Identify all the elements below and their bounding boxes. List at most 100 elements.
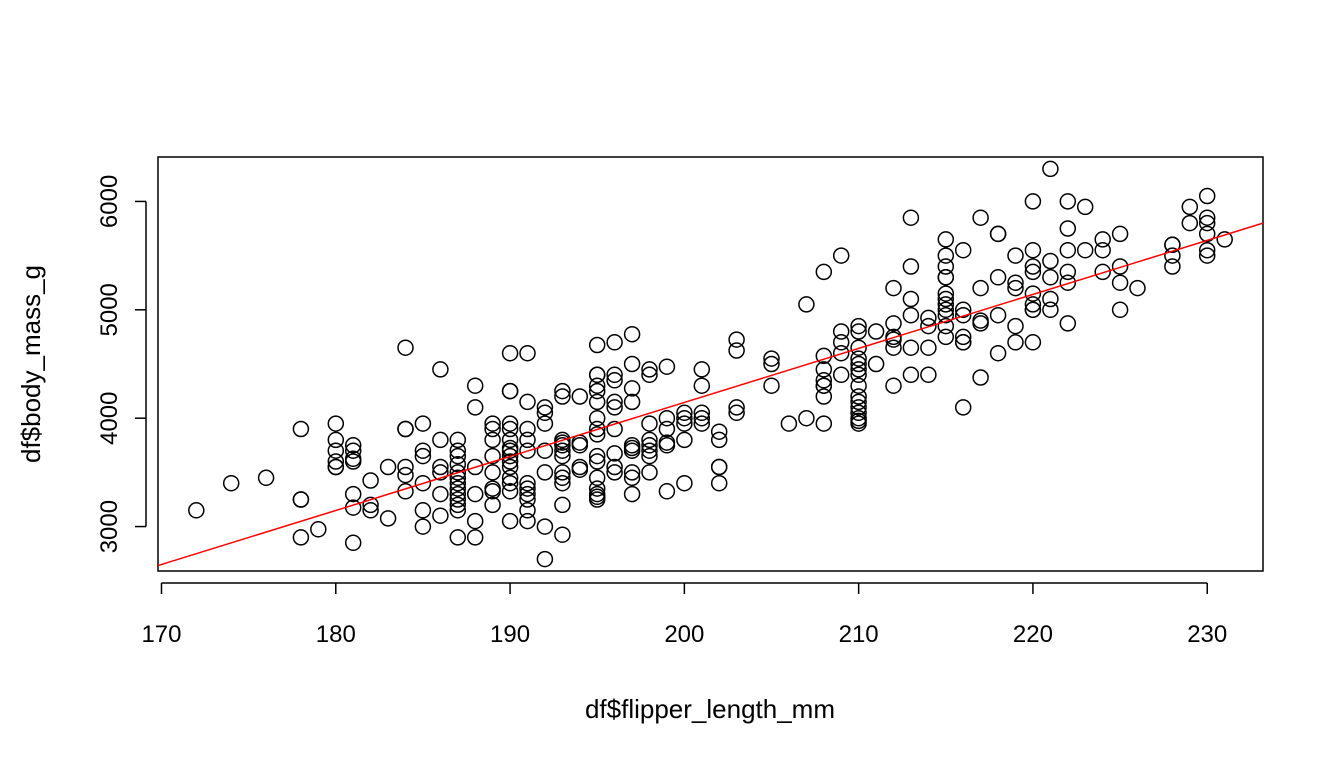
data-point [1042,252,1059,270]
data-point [588,426,606,443]
data-point [554,388,571,405]
data-point [641,431,658,449]
data-point [449,431,467,449]
data-point [1007,317,1024,335]
data-point [676,474,693,492]
data-point [641,464,658,481]
data-point [623,380,641,397]
data-point [676,409,693,427]
data-point [1042,301,1059,319]
data-point [536,415,554,432]
data-point [222,474,240,492]
data-point [693,404,711,422]
data-point [554,442,571,459]
data-point [606,334,623,351]
data-point [397,420,414,438]
y-tick-label: 5000 [96,283,123,336]
data-point [397,458,414,476]
data-point [623,393,641,411]
data-point [641,366,658,384]
data-point [815,347,833,365]
data-point [641,442,658,459]
data-point [850,366,867,384]
data-point [1059,220,1077,237]
data-point [937,247,955,264]
data-point [1007,274,1024,291]
data-point [397,466,414,484]
data-point [606,372,623,389]
data-point [937,269,955,286]
data-point [588,409,606,427]
data-point [1198,209,1216,226]
data-point [588,420,606,438]
data-point [710,474,728,492]
data-point [466,377,484,394]
data-point [1007,247,1024,264]
data-point [1198,241,1216,259]
data-point [920,339,937,356]
data-point [676,415,693,432]
data-point [728,342,745,359]
data-point [588,366,606,384]
data-point [798,296,815,313]
data-point [554,496,571,514]
data-point [606,366,623,384]
data-point [1094,231,1111,248]
data-point [501,431,519,449]
plot-border [157,156,1264,572]
data-point [449,464,467,481]
data-point [850,355,867,373]
data-point [588,382,606,400]
data-point [676,404,693,422]
data-point [449,442,467,459]
data-point [815,361,833,378]
data-point [501,382,519,400]
data-point [676,431,693,449]
data-point [1181,198,1199,216]
data-point [519,431,536,449]
data-point [641,361,658,378]
data-point [1007,279,1024,297]
data-point [780,415,798,432]
data-point [554,474,571,492]
data-point [449,469,467,487]
data-point [588,447,606,465]
data-point [954,241,972,259]
data-point [658,420,676,438]
data-point [1024,258,1042,275]
data-point [1024,193,1042,210]
data-point [1164,258,1181,275]
data-point [850,415,867,432]
data-point [466,485,484,503]
data-point [1111,258,1129,275]
data-point [867,323,885,340]
data-point [1129,279,1146,297]
data-point [1164,236,1181,254]
data-point [501,442,519,459]
data-point [536,442,554,459]
data-point [519,442,536,459]
data-point [379,510,397,527]
data-point [292,529,310,546]
data-point [1198,225,1216,243]
data-point [972,369,989,386]
data-point [449,529,467,546]
data-point [885,339,902,356]
data-point [954,306,972,324]
data-point [658,358,676,375]
y-tick-label: 3000 [96,500,123,553]
data-point [1059,274,1077,291]
data-point [1024,241,1042,259]
data-point [432,507,449,524]
data-point [519,393,536,411]
data-point [623,325,641,343]
data-point [536,404,554,422]
x-tick-label: 190 [490,621,530,648]
data-point [501,469,519,487]
data-point [850,323,867,340]
data-point [554,464,571,481]
data-point [972,279,989,297]
data-point [484,496,501,514]
data-point [850,404,867,422]
